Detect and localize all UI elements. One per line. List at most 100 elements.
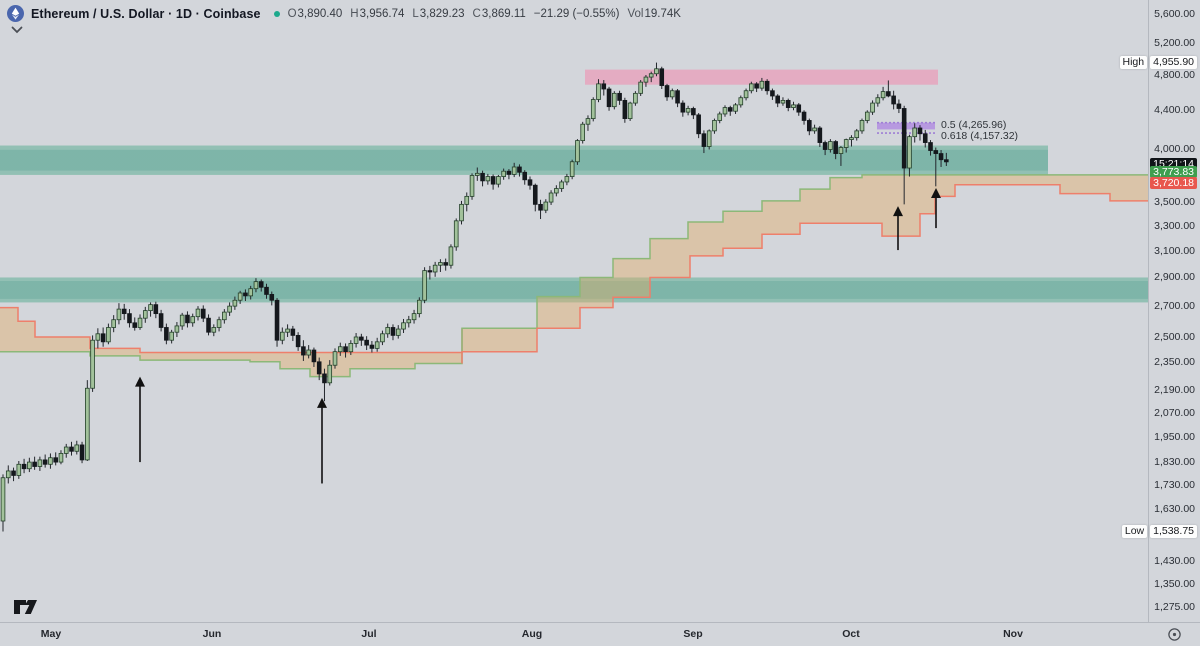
candle-body — [590, 99, 596, 119]
candle-body — [427, 270, 433, 273]
candle-body — [727, 107, 733, 112]
candle-body — [337, 346, 343, 353]
candle-body — [280, 331, 285, 341]
time-tick-may: May — [40, 628, 62, 640]
candle-body — [37, 459, 43, 467]
candle-body — [353, 336, 359, 344]
candle-body — [127, 313, 132, 324]
candle-body — [843, 139, 849, 148]
candle-body — [200, 308, 206, 319]
candle-body — [849, 137, 854, 140]
ohlc-values: O3,890.40 H3,956.74 L3,829.23 C3,869.11 … — [287, 7, 681, 20]
candle-body — [622, 99, 628, 119]
candle-body — [285, 328, 290, 333]
candlestick-chart[interactable] — [0, 0, 1148, 622]
candle-body — [801, 111, 807, 121]
cloud-upper-line-left — [0, 306, 463, 354]
candle-body — [153, 304, 159, 315]
candle-body — [63, 446, 69, 454]
candle-body — [243, 292, 248, 297]
candle-body — [464, 195, 470, 205]
candle-body — [385, 327, 391, 335]
price-axis[interactable]: 5,600.00 5,200.00 4,800.00 4,400.00 4,000.00… — [1119, 0, 1200, 622]
candle-body — [780, 99, 786, 104]
candle-body — [474, 172, 480, 176]
candle-body — [659, 68, 665, 86]
target-icon[interactable] — [1167, 627, 1182, 642]
candle-body — [290, 328, 296, 336]
candle-body — [448, 246, 454, 266]
candle-body — [749, 83, 754, 92]
candle-body — [696, 114, 701, 135]
candle-body — [0, 477, 6, 522]
candle-body — [480, 172, 485, 182]
candle-body — [137, 317, 143, 328]
candle-body — [390, 327, 396, 336]
candle-body — [27, 461, 32, 470]
candle-body — [733, 104, 738, 112]
candle-body — [343, 346, 348, 353]
candle-body — [817, 127, 823, 143]
candle-body — [195, 308, 201, 318]
chart-plot-area[interactable]: Ethereum / U.S. Dollar · 1D · Coinbase O… — [0, 0, 1148, 622]
time-tick-oct: Oct — [842, 628, 860, 640]
candle-body — [258, 281, 264, 288]
candle-body — [169, 331, 174, 341]
candle-body — [838, 147, 844, 154]
candle-body — [253, 281, 259, 290]
candle-body — [627, 102, 633, 119]
symbol-title[interactable]: Ethereum / U.S. Dollar · 1D · Coinbase — [31, 6, 261, 21]
candle-body — [585, 118, 591, 125]
buy-signal-arrowhead-4 — [931, 187, 941, 198]
candle-body — [606, 88, 612, 108]
candle-body — [638, 81, 643, 94]
candle-body — [306, 349, 311, 356]
candle-body — [42, 459, 48, 465]
candle-body — [601, 83, 607, 90]
candle-body — [944, 159, 949, 163]
chevron-down-icon[interactable] — [11, 26, 23, 34]
band-upper-price-badge: 3,773.83 — [1150, 165, 1197, 178]
price-tick: 3,100.00 — [1154, 244, 1195, 257]
candle-body — [828, 141, 833, 150]
candle-body — [712, 120, 717, 132]
candle-body — [917, 127, 923, 135]
candle-body — [206, 317, 211, 333]
candle-body — [511, 166, 517, 175]
resistance-zone-teal-upper — [0, 145, 1048, 175]
candle-body — [438, 262, 443, 266]
candle-body — [332, 351, 338, 366]
time-tick-nov: Nov — [1003, 628, 1023, 640]
time-tick-jun: Jun — [202, 628, 222, 640]
buy-signal-arrowhead-1 — [135, 376, 145, 387]
low-price-badge: Low 1,538.75 — [1121, 525, 1197, 539]
candle-body — [543, 201, 549, 211]
candle-body — [612, 92, 617, 108]
candle-body — [896, 103, 902, 109]
symbol-legend: Ethereum / U.S. Dollar · 1D · Coinbase O… — [7, 5, 681, 22]
candle-body — [912, 127, 918, 138]
fib-0.5-label: 0.5 (4,265.96) — [941, 119, 1007, 131]
candle-body — [854, 130, 860, 139]
candle-body — [701, 133, 707, 147]
fib-0.618-label: 0.618 (4,157.32) — [941, 130, 1019, 142]
candle-body — [327, 364, 333, 384]
candle-body — [106, 327, 111, 343]
tradingview-logo[interactable] — [13, 598, 39, 616]
candle-body — [490, 176, 496, 185]
candle-body — [785, 99, 791, 108]
time-axis[interactable]: May Jun Jul Aug Sep Oct Nov — [0, 622, 1200, 646]
exchange-button[interactable]: Coinbase — [203, 6, 261, 21]
candle-body — [938, 153, 944, 161]
candle-body — [274, 299, 280, 341]
interval-button[interactable]: 1D — [175, 6, 193, 21]
support-zone-teal-lower — [0, 277, 1148, 303]
candle-body — [527, 179, 533, 186]
high-price-badge: High 4,955.90 — [1119, 56, 1197, 70]
cloud-lower-line-right — [461, 183, 1148, 364]
candle-body — [580, 123, 585, 141]
candle-body — [812, 127, 817, 132]
candle-body — [164, 327, 169, 341]
price-tick: 2,070.00 — [1154, 406, 1195, 419]
candle-body — [374, 341, 380, 349]
